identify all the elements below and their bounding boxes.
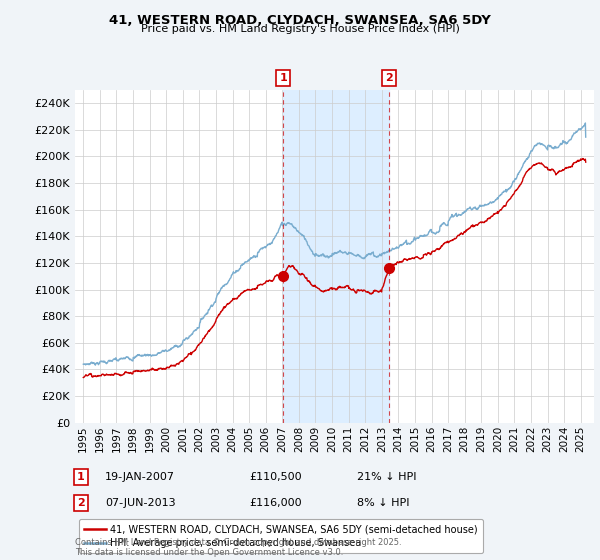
- Text: 19-JAN-2007: 19-JAN-2007: [105, 472, 175, 482]
- Text: Price paid vs. HM Land Registry's House Price Index (HPI): Price paid vs. HM Land Registry's House …: [140, 24, 460, 34]
- Text: 21% ↓ HPI: 21% ↓ HPI: [357, 472, 416, 482]
- Bar: [283, 90, 389, 423]
- Text: 2: 2: [77, 498, 85, 508]
- Text: £116,000: £116,000: [249, 498, 302, 508]
- Text: £110,500: £110,500: [249, 472, 302, 482]
- Text: 8% ↓ HPI: 8% ↓ HPI: [357, 498, 409, 508]
- Text: 1: 1: [279, 73, 287, 83]
- Text: 1: 1: [77, 472, 85, 482]
- Text: Contains HM Land Registry data © Crown copyright and database right 2025.
This d: Contains HM Land Registry data © Crown c…: [75, 538, 401, 557]
- Text: 41, WESTERN ROAD, CLYDACH, SWANSEA, SA6 5DY: 41, WESTERN ROAD, CLYDACH, SWANSEA, SA6 …: [109, 14, 491, 27]
- Text: 07-JUN-2013: 07-JUN-2013: [105, 498, 176, 508]
- Legend: 41, WESTERN ROAD, CLYDACH, SWANSEA, SA6 5DY (semi-detached house), HPI: Average : 41, WESTERN ROAD, CLYDACH, SWANSEA, SA6 …: [79, 519, 483, 553]
- Text: 2: 2: [385, 73, 393, 83]
